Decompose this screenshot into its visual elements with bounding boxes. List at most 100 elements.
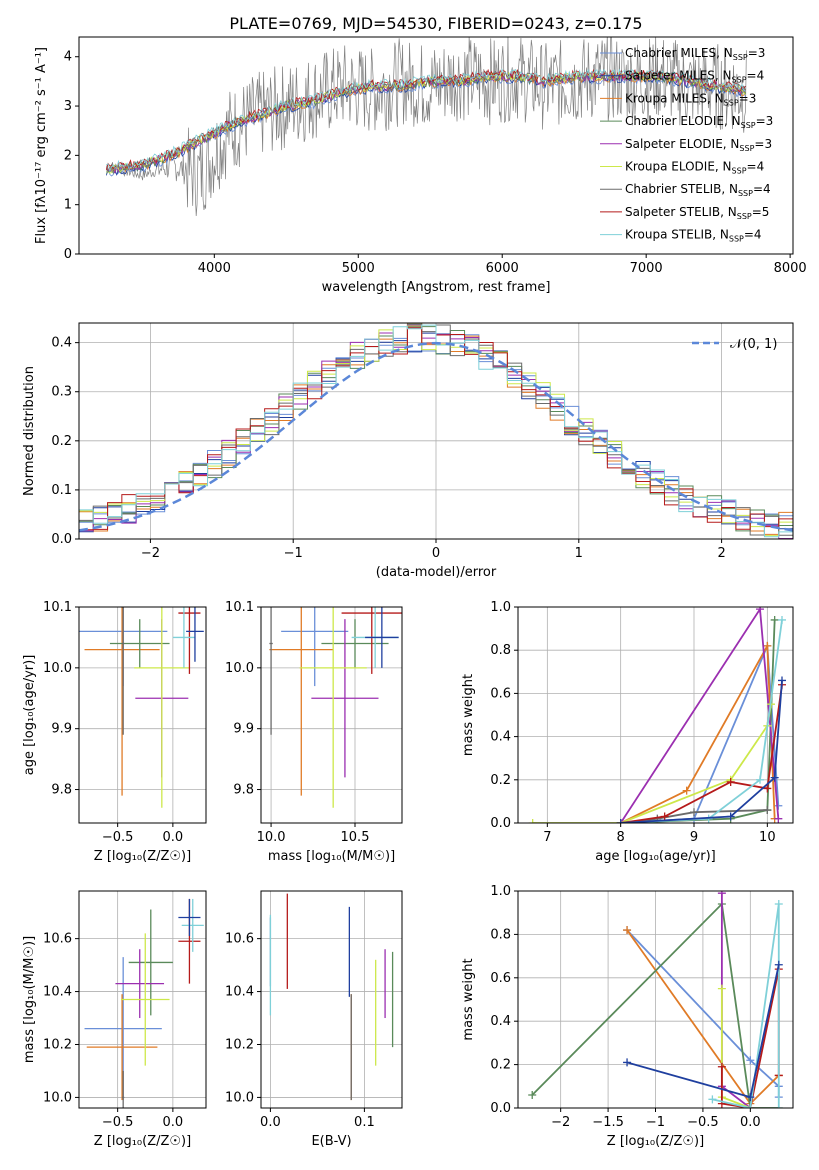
panel-age_weight	[514, 606, 793, 827]
legend-count: =3	[756, 114, 774, 128]
errorbars-mass_age	[269, 607, 402, 808]
legend-sub: SSP	[724, 98, 739, 107]
panel-mass_age	[257, 606, 402, 827]
weights-Z_weight	[528, 891, 783, 1108]
x-tick-label: −1	[646, 1115, 665, 1130]
gaussian-curve	[79, 341, 793, 532]
y-tick-label: 1	[64, 198, 72, 213]
panel-Z_age	[75, 606, 206, 827]
weight-marker	[528, 1090, 537, 1099]
weight-marker	[763, 806, 772, 815]
axes-frame	[78, 606, 207, 824]
y-tick-label: 9.8	[51, 783, 72, 798]
legend-label-2: Kroupa MILES, NSSP=3	[625, 91, 756, 107]
weight-marker	[763, 641, 772, 650]
legend-label-3: Chabrier ELODIE, NSSP=3	[625, 114, 773, 130]
weight-marker	[717, 891, 726, 898]
legend-count: =4	[753, 182, 771, 196]
legend-sub: SSP	[732, 167, 747, 176]
x-tick-label: 7000	[630, 261, 663, 276]
y-tick-label: 9.9	[51, 722, 72, 737]
panel-Z_mass	[75, 891, 206, 1112]
weight-marker	[774, 960, 783, 969]
y-tick-label: 1.0	[490, 884, 511, 899]
x-axis-label: (data-model)/error	[376, 565, 497, 580]
weight-marker	[690, 808, 698, 817]
x-tick-label: 0.0	[163, 830, 184, 845]
y-tick-label: 0.6	[490, 686, 511, 701]
legend-sub: SSP	[739, 144, 754, 153]
x-tick-label: −1.5	[592, 1115, 624, 1130]
y-tick-label: 10.4	[43, 985, 72, 1000]
x-tick-label: 4000	[198, 261, 231, 276]
panel-spectrum	[75, 56, 791, 258]
y-tick-label: 10.1	[43, 600, 72, 615]
y-tick-label: 9.8	[233, 783, 254, 798]
y-tick-label: 3	[64, 99, 72, 114]
legend-count: =4	[744, 228, 762, 242]
x-tick-label: 9	[690, 830, 698, 845]
y-axis-label: Flux [fλ10⁻¹⁷ erg cm⁻² s⁻¹ A⁻¹]	[34, 47, 49, 244]
y-tick-label: 10.2	[43, 1037, 72, 1052]
y-tick-label: 10.4	[225, 985, 254, 1000]
axes-frame	[260, 606, 403, 824]
x-axis-label: mass [log₁₀(M/M☉)]	[268, 849, 395, 864]
residual-hist-8	[79, 324, 793, 539]
weights-age_weight	[528, 607, 786, 823]
x-tick-label: 0.1	[354, 1115, 375, 1130]
x-tick-label: −0.5	[687, 1115, 719, 1130]
axes-frame	[517, 890, 794, 1109]
panel-residuals	[75, 323, 793, 543]
weight-line-3	[619, 607, 780, 823]
x-tick-label: 7	[543, 830, 551, 845]
legend-count: =3	[739, 91, 757, 105]
x-tick-label: 0.0	[740, 1115, 761, 1130]
x-tick-label: −0.5	[102, 1115, 134, 1130]
y-tick-label: 0.1	[51, 483, 72, 498]
legend-label-4: Salpeter ELODIE, NSSP=3	[625, 137, 772, 153]
y-tick-label: 10.0	[43, 1090, 72, 1105]
y-tick-label: 10.1	[225, 600, 254, 615]
legend-sub: SSP	[729, 235, 744, 244]
x-axis-label: Z [log₁₀(Z/Z☉)]	[94, 1134, 191, 1149]
x-tick-label: −2	[551, 1115, 570, 1130]
spectrum-lines	[105, 37, 747, 217]
spectrum-data-line	[106, 37, 747, 217]
y-axis-label: mass [log₁₀(M/M☉)]	[22, 936, 37, 1063]
weight-line-8	[620, 680, 783, 823]
axes-frame	[260, 890, 403, 1109]
y-tick-label: 4	[64, 50, 72, 65]
x-axis-label: age [log₁₀(age/yr)]	[595, 849, 716, 864]
y-tick-label: 10.6	[225, 932, 254, 947]
x-tick-label: 5000	[342, 261, 375, 276]
x-tick-label: −2	[141, 546, 160, 561]
weight-marker	[763, 784, 772, 793]
x-tick-label: −1	[284, 546, 303, 561]
weight-marker	[717, 1062, 726, 1071]
weight-marker	[746, 1056, 755, 1065]
legend-sub: SSP	[733, 53, 748, 62]
legend-count: =4	[747, 160, 765, 174]
y-tick-label: 0.2	[51, 434, 72, 449]
legend-sub: SSP	[732, 76, 747, 85]
weight-marker	[708, 1095, 717, 1104]
x-tick-label: 0	[432, 546, 440, 561]
y-tick-label: 10.0	[225, 1090, 254, 1105]
y-tick-label: 10.2	[225, 1037, 254, 1052]
y-tick-label: 0.4	[490, 1014, 511, 1029]
weight-marker	[770, 615, 779, 624]
legend-label-6: Chabrier STELIB, NSSP=4	[625, 182, 771, 198]
weight-line-6	[712, 903, 780, 1108]
weight-marker	[616, 819, 625, 823]
panel-EBV_mass	[257, 891, 402, 1112]
weight-marker	[660, 812, 669, 821]
y-tick-label: 10.0	[225, 661, 254, 676]
weight-marker	[726, 777, 735, 786]
weight-marker	[746, 1104, 755, 1108]
weight-marker	[717, 984, 726, 993]
x-tick-label: 10.5	[341, 830, 370, 845]
y-tick-label: 0	[64, 247, 72, 262]
weight-marker	[623, 926, 632, 935]
x-axis-label: E(B-V)	[311, 1134, 351, 1149]
